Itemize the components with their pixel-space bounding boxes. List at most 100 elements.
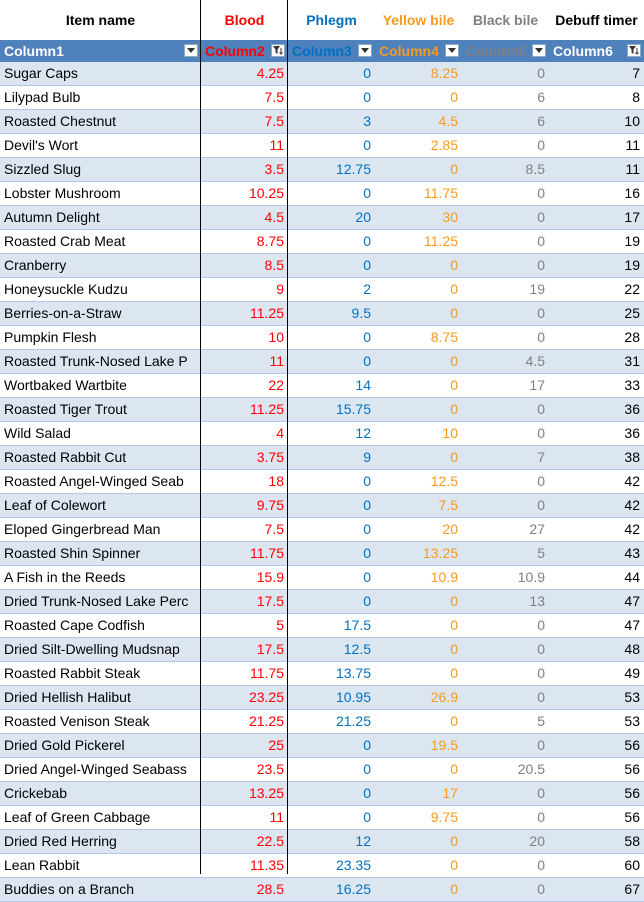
- cell-black-bile[interactable]: 0: [462, 181, 549, 206]
- cell-debuff-timer[interactable]: 42: [549, 469, 644, 494]
- cell-phlegm[interactable]: 14: [288, 373, 375, 398]
- cell-item-name[interactable]: Pumpkin Flesh: [0, 325, 201, 350]
- cell-yellow-bile[interactable]: 0: [375, 829, 462, 854]
- cell-debuff-timer[interactable]: 43: [549, 541, 644, 566]
- cell-debuff-timer[interactable]: 56: [549, 805, 644, 830]
- cell-black-bile[interactable]: 13: [462, 589, 549, 614]
- cell-yellow-bile[interactable]: 0: [375, 397, 462, 422]
- cell-yellow-bile[interactable]: 0: [375, 157, 462, 182]
- cell-item-name[interactable]: Roasted Shin Spinner: [0, 541, 201, 566]
- cell-yellow-bile[interactable]: 20: [375, 517, 462, 542]
- cell-yellow-bile[interactable]: 8.75: [375, 325, 462, 350]
- cell-blood[interactable]: 11.75: [201, 541, 288, 566]
- cell-phlegm[interactable]: 0: [288, 493, 375, 518]
- cell-blood[interactable]: 23.5: [201, 757, 288, 782]
- cell-blood[interactable]: 10: [201, 325, 288, 350]
- cell-black-bile[interactable]: 6: [462, 85, 549, 110]
- cell-debuff-timer[interactable]: 44: [549, 565, 644, 590]
- cell-blood[interactable]: 17.5: [201, 589, 288, 614]
- cell-debuff-timer[interactable]: 58: [549, 829, 644, 854]
- cell-blood[interactable]: 11: [201, 133, 288, 158]
- title-yellow-bile[interactable]: Yellow bile: [382, 12, 455, 28]
- cell-phlegm[interactable]: 0: [288, 733, 375, 758]
- cell-debuff-timer[interactable]: 11: [549, 133, 644, 158]
- cell-debuff-timer[interactable]: 56: [549, 781, 644, 806]
- cell-yellow-bile[interactable]: 0: [375, 349, 462, 374]
- cell-black-bile[interactable]: 0: [462, 301, 549, 326]
- cell-phlegm[interactable]: 17.5: [288, 613, 375, 638]
- cell-phlegm[interactable]: 10.95: [288, 685, 375, 710]
- cell-phlegm[interactable]: 20: [288, 205, 375, 230]
- cell-phlegm[interactable]: 0: [288, 349, 375, 374]
- cell-yellow-bile[interactable]: 17: [375, 781, 462, 806]
- cell-phlegm[interactable]: 0: [288, 469, 375, 494]
- cell-phlegm[interactable]: 12: [288, 829, 375, 854]
- filter-dropdown-icon[interactable]: [445, 44, 459, 57]
- cell-phlegm[interactable]: 0: [288, 565, 375, 590]
- cell-black-bile[interactable]: 0: [462, 133, 549, 158]
- cell-phlegm[interactable]: 0: [288, 253, 375, 278]
- cell-item-name[interactable]: Roasted Tiger Trout: [0, 397, 201, 422]
- cell-phlegm[interactable]: 0: [288, 589, 375, 614]
- cell-item-name[interactable]: Dried Trunk-Nosed Lake Perc: [0, 589, 201, 614]
- header-column2[interactable]: Column2: [201, 40, 288, 62]
- cell-blood[interactable]: 22: [201, 373, 288, 398]
- cell-phlegm[interactable]: 12.75: [288, 157, 375, 182]
- cell-yellow-bile[interactable]: 12.5: [375, 469, 462, 494]
- cell-blood[interactable]: 4.5: [201, 205, 288, 230]
- title-blood[interactable]: Blood: [224, 12, 265, 28]
- cell-debuff-timer[interactable]: 53: [549, 685, 644, 710]
- cell-black-bile[interactable]: 0: [462, 469, 549, 494]
- cell-debuff-timer[interactable]: 49: [549, 661, 644, 686]
- cell-debuff-timer[interactable]: 16: [549, 181, 644, 206]
- cell-black-bile[interactable]: 0: [462, 733, 549, 758]
- header-column6[interactable]: Column6: [549, 40, 644, 62]
- cell-phlegm[interactable]: 0: [288, 229, 375, 254]
- cell-item-name[interactable]: Dried Red Herring: [0, 829, 201, 854]
- cell-yellow-bile[interactable]: 0: [375, 373, 462, 398]
- filter-dropdown-icon[interactable]: [532, 44, 546, 57]
- cell-yellow-bile[interactable]: 10: [375, 421, 462, 446]
- cell-black-bile[interactable]: 8.5: [462, 157, 549, 182]
- cell-item-name[interactable]: Cranberry: [0, 253, 201, 278]
- cell-item-name[interactable]: Roasted Chestnut: [0, 109, 201, 134]
- cell-black-bile[interactable]: 19: [462, 277, 549, 302]
- header-column3[interactable]: Column3: [288, 40, 375, 62]
- cell-item-name[interactable]: Roasted Rabbit Cut: [0, 445, 201, 470]
- cell-debuff-timer[interactable]: 48: [549, 637, 644, 662]
- cell-phlegm[interactable]: 0: [288, 757, 375, 782]
- title-black-bile[interactable]: Black bile: [472, 12, 539, 28]
- cell-phlegm[interactable]: 3: [288, 109, 375, 134]
- cell-black-bile[interactable]: 0: [462, 325, 549, 350]
- cell-black-bile[interactable]: 7: [462, 445, 549, 470]
- cell-yellow-bile[interactable]: 7.5: [375, 493, 462, 518]
- cell-item-name[interactable]: Berries-on-a-Straw: [0, 301, 201, 326]
- cell-blood[interactable]: 3.5: [201, 157, 288, 182]
- cell-item-name[interactable]: Eloped Gingerbread Man: [0, 517, 201, 542]
- cell-blood[interactable]: 7.5: [201, 517, 288, 542]
- cell-item-name[interactable]: Roasted Venison Steak: [0, 709, 201, 734]
- cell-item-name[interactable]: Leaf of Green Cabbage: [0, 805, 201, 830]
- cell-blood[interactable]: 9: [201, 277, 288, 302]
- cell-blood[interactable]: 23.25: [201, 685, 288, 710]
- cell-item-name[interactable]: Leaf of Colewort: [0, 493, 201, 518]
- cell-phlegm[interactable]: 13.75: [288, 661, 375, 686]
- cell-item-name[interactable]: Wild Salad: [0, 421, 201, 446]
- cell-phlegm[interactable]: 0: [288, 85, 375, 110]
- cell-item-name[interactable]: Sizzled Slug: [0, 157, 201, 182]
- cell-black-bile[interactable]: 0: [462, 421, 549, 446]
- cell-black-bile[interactable]: 0: [462, 685, 549, 710]
- cell-black-bile[interactable]: 10.9: [462, 565, 549, 590]
- cell-black-bile[interactable]: 0: [462, 62, 549, 86]
- cell-yellow-bile[interactable]: 0: [375, 637, 462, 662]
- cell-yellow-bile[interactable]: 0: [375, 301, 462, 326]
- cell-phlegm[interactable]: 9.5: [288, 301, 375, 326]
- header-column4[interactable]: Column4: [375, 40, 462, 62]
- cell-item-name[interactable]: Crickebab: [0, 781, 201, 806]
- cell-black-bile[interactable]: 0: [462, 205, 549, 230]
- sort-filter-icon[interactable]: [627, 44, 641, 57]
- cell-debuff-timer[interactable]: 7: [549, 62, 644, 86]
- cell-blood[interactable]: 28.5: [201, 877, 288, 902]
- cell-item-name[interactable]: Dried Hellish Halibut: [0, 685, 201, 710]
- cell-black-bile[interactable]: 6: [462, 109, 549, 134]
